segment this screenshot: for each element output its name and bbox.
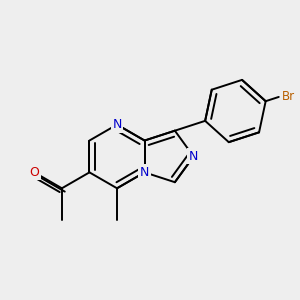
Text: O: O — [29, 166, 39, 179]
Text: Br: Br — [281, 90, 295, 104]
Text: N: N — [189, 150, 198, 163]
Text: N: N — [140, 166, 149, 179]
Text: N: N — [112, 118, 122, 131]
